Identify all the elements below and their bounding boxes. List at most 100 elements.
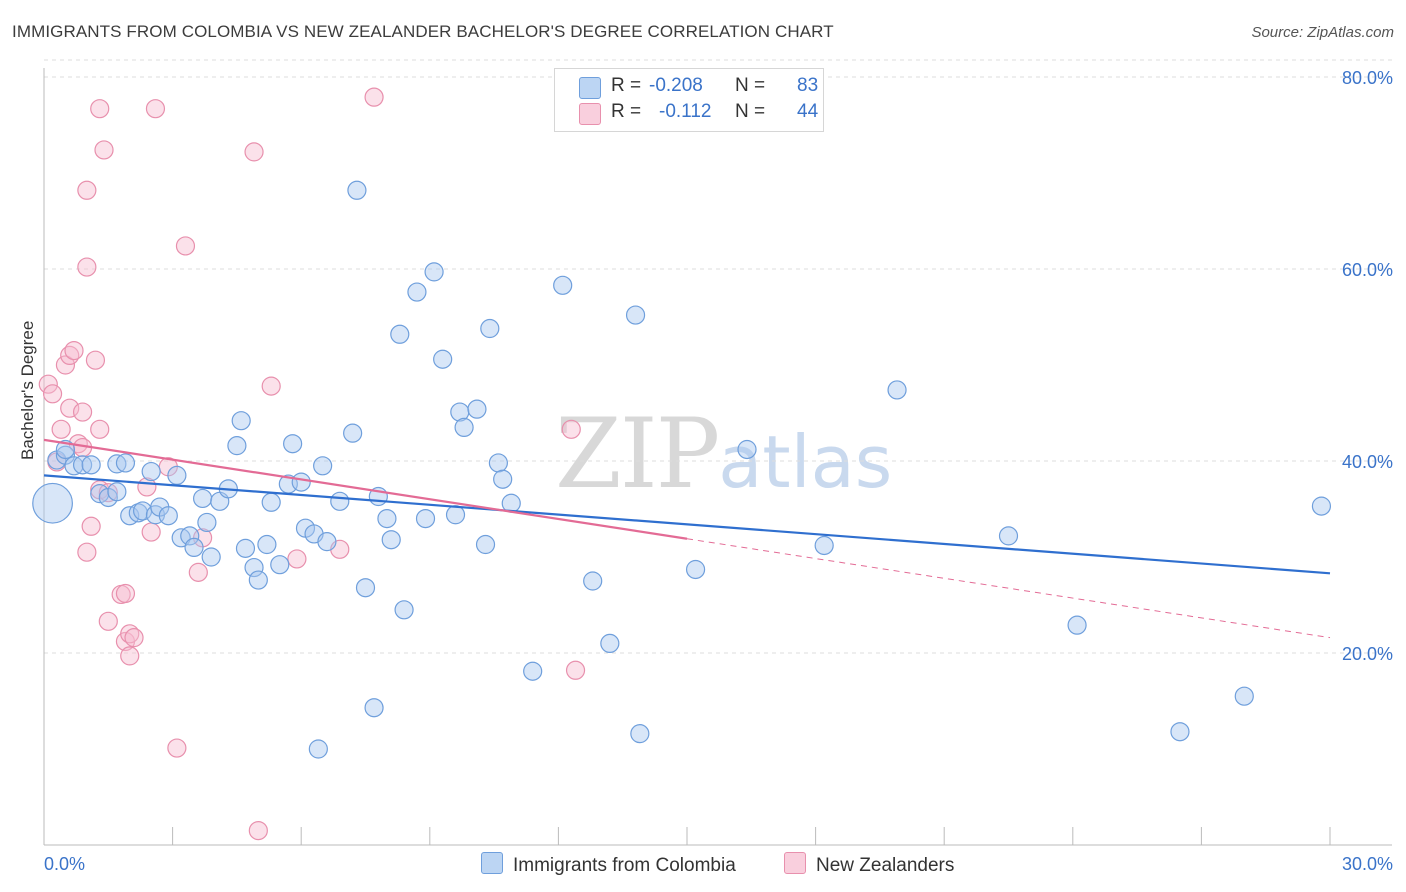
data-point (77, 542, 97, 562)
data-point (407, 282, 427, 302)
trend-line-new-zealanders-extension (686, 538, 1331, 639)
legend-label-colombia: Immigrants from Colombia (513, 855, 736, 876)
data-point (308, 739, 328, 759)
legend-n-label: N = (735, 101, 766, 122)
data-point (1170, 722, 1190, 742)
data-point (488, 453, 508, 473)
data-point (32, 482, 73, 524)
data-point (248, 820, 268, 841)
axes (43, 68, 1392, 846)
chart-title: IMMIGRANTS FROM COLOMBIA VS NEW ZEALANDE… (12, 22, 834, 41)
data-point (394, 600, 414, 620)
data-point (814, 535, 834, 556)
data-point (235, 538, 256, 558)
data-point (347, 180, 367, 200)
stats-legend: R = -0.208 N = 83 R = -0.112 N = 44 (554, 68, 824, 132)
data-point (94, 140, 114, 160)
data-point (175, 236, 196, 256)
legend-r-value: -0.208 (649, 75, 703, 96)
data-point (90, 419, 110, 439)
data-point (317, 532, 337, 552)
data-point (390, 324, 410, 344)
data-point (630, 724, 650, 744)
data-point (231, 411, 251, 431)
data-point (600, 633, 620, 654)
watermark: ZIPatlas (555, 398, 892, 510)
legend-swatch-pink (784, 852, 806, 874)
y-tick-label: 60.0% (1342, 260, 1393, 280)
data-point (77, 180, 97, 200)
legend-r-value: -0.112 (659, 101, 712, 122)
trend-line-new-zealanders (43, 438, 688, 540)
data-point (72, 402, 93, 422)
legend-item-colombia: Immigrants from Colombia (481, 852, 736, 877)
data-point (244, 557, 264, 578)
data-point (454, 417, 474, 437)
data-point (330, 491, 350, 511)
data-point (291, 472, 311, 492)
data-point (167, 465, 187, 485)
legend-label-new-zealanders: New Zealanders (816, 855, 955, 876)
legend-swatch-pink (579, 103, 601, 125)
data-point (565, 660, 586, 680)
y-axis-label: Bachelor's Degree (18, 320, 37, 460)
data-point (287, 549, 307, 569)
data-point (998, 526, 1019, 546)
data-point (475, 534, 496, 555)
data-point (583, 571, 603, 591)
data-point (424, 262, 444, 282)
data-point (85, 350, 106, 370)
legend-r-label: R = (611, 75, 642, 96)
data-point (38, 374, 58, 394)
data-point (120, 646, 140, 666)
data-point (270, 555, 290, 575)
y-tick-label: 40.0% (1342, 452, 1393, 472)
data-point (64, 341, 84, 361)
trend-line-colombia (43, 474, 1331, 575)
data-point (355, 578, 376, 598)
data-point (158, 506, 178, 526)
data-point (467, 399, 487, 419)
data-point (124, 628, 144, 648)
data-point (180, 526, 200, 546)
source-label: Source: ZipAtlas.com (1251, 24, 1394, 41)
data-point (553, 275, 573, 295)
data-point (248, 570, 268, 590)
data-point (493, 469, 513, 489)
tick-labels: 20.0% 40.0% 60.0% 80.0% 0.0% 30.0% (44, 68, 1393, 874)
data-point (283, 434, 303, 454)
legend-r-label: R = (611, 101, 642, 122)
data-point (561, 419, 581, 439)
data-point (77, 257, 97, 277)
data-point (115, 583, 136, 604)
data-point (445, 505, 466, 525)
data-point (381, 530, 401, 550)
data-point (364, 87, 384, 107)
data-point (81, 455, 101, 475)
data-point (433, 349, 453, 369)
x-tick-label: 0.0% (44, 854, 85, 874)
data-point (1311, 496, 1332, 516)
data-point (55, 355, 76, 375)
data-point (685, 559, 706, 580)
data-point (60, 398, 80, 418)
data-point (244, 142, 264, 162)
data-point (415, 508, 436, 529)
y-tick-label: 20.0% (1342, 644, 1393, 664)
data-point (737, 439, 757, 460)
watermark-zip: ZIP (555, 398, 720, 510)
data-point (377, 508, 397, 529)
data-point (480, 318, 500, 339)
data-point (1067, 615, 1087, 635)
data-point (227, 436, 247, 456)
series-colombia (32, 180, 1332, 759)
data-point (193, 488, 213, 509)
data-point (364, 698, 384, 718)
trend-lines (43, 438, 1331, 639)
watermark-atlas: atlas (718, 420, 893, 504)
data-point (115, 453, 136, 473)
data-point (145, 99, 166, 119)
data-point (313, 456, 333, 476)
data-point (261, 492, 281, 512)
legend-n-value: 44 (797, 101, 819, 122)
